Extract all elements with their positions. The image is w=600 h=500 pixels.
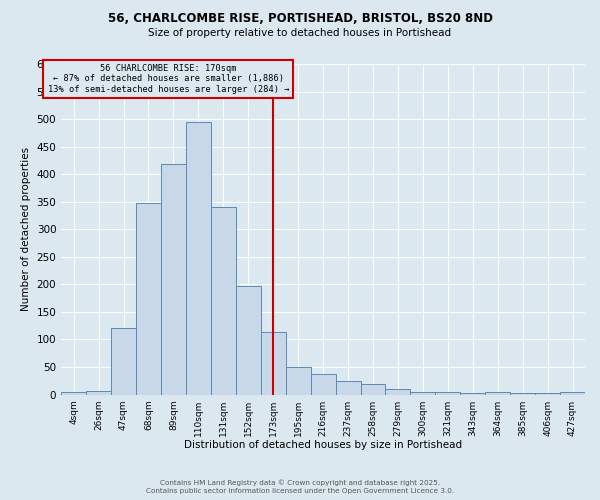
- Bar: [161, 164, 186, 394]
- Bar: [460, 393, 485, 394]
- Bar: [335, 381, 361, 394]
- Bar: [236, 286, 261, 395]
- Bar: [410, 392, 436, 394]
- Y-axis label: Number of detached properties: Number of detached properties: [21, 147, 31, 312]
- Bar: [510, 393, 535, 394]
- Bar: [311, 374, 335, 394]
- Bar: [535, 393, 560, 394]
- Text: Contains public sector information licensed under the Open Government Licence 3.: Contains public sector information licen…: [146, 488, 454, 494]
- X-axis label: Distribution of detached houses by size in Portishead: Distribution of detached houses by size …: [184, 440, 462, 450]
- Bar: [485, 392, 510, 394]
- Bar: [560, 392, 585, 394]
- Bar: [436, 392, 460, 394]
- Bar: [86, 390, 111, 394]
- Bar: [261, 332, 286, 394]
- Bar: [136, 203, 161, 394]
- Text: 56 CHARLCOMBE RISE: 170sqm
← 87% of detached houses are smaller (1,886)
13% of s: 56 CHARLCOMBE RISE: 170sqm ← 87% of deta…: [47, 64, 289, 94]
- Bar: [385, 389, 410, 394]
- Bar: [111, 328, 136, 394]
- Text: Contains HM Land Registry data © Crown copyright and database right 2025.: Contains HM Land Registry data © Crown c…: [160, 480, 440, 486]
- Bar: [186, 122, 211, 394]
- Text: 56, CHARLCOMBE RISE, PORTISHEAD, BRISTOL, BS20 8ND: 56, CHARLCOMBE RISE, PORTISHEAD, BRISTOL…: [107, 12, 493, 26]
- Bar: [211, 208, 236, 394]
- Bar: [61, 392, 86, 394]
- Text: Size of property relative to detached houses in Portishead: Size of property relative to detached ho…: [148, 28, 452, 38]
- Bar: [286, 367, 311, 394]
- Bar: [361, 384, 385, 394]
